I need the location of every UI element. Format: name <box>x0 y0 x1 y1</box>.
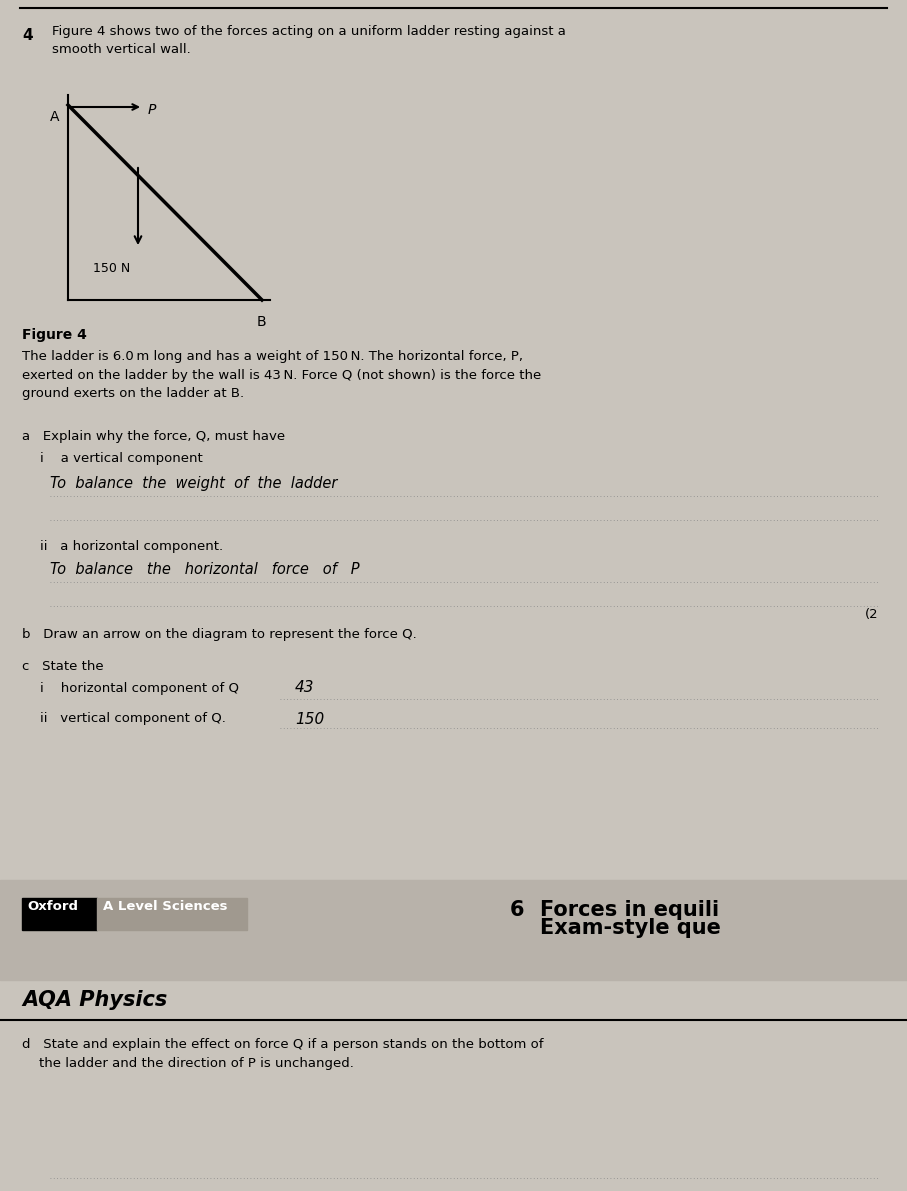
Text: i    horizontal component of Q: i horizontal component of Q <box>40 682 239 696</box>
Text: ii   vertical component of Q.: ii vertical component of Q. <box>40 712 226 725</box>
Text: d   State and explain the effect on force Q if a person stands on the bottom of
: d State and explain the effect on force … <box>22 1039 543 1070</box>
Text: (2: (2 <box>864 607 878 621</box>
Text: ii   a horizontal component.: ii a horizontal component. <box>40 540 223 553</box>
Text: Figure 4 shows two of the forces acting on a uniform ladder resting against a
sm: Figure 4 shows two of the forces acting … <box>52 25 566 56</box>
Text: AQA Physics: AQA Physics <box>22 990 167 1010</box>
Text: A: A <box>50 110 60 124</box>
Text: P: P <box>148 102 156 117</box>
Text: i    a vertical component: i a vertical component <box>40 453 203 464</box>
Text: 6: 6 <box>510 900 524 919</box>
Text: 43: 43 <box>295 680 315 696</box>
Text: A Level Sciences: A Level Sciences <box>103 900 228 913</box>
Text: Figure 4: Figure 4 <box>22 328 87 342</box>
Text: a   Explain why the force, Q, must have: a Explain why the force, Q, must have <box>22 430 285 443</box>
Text: Oxford: Oxford <box>27 900 78 913</box>
Text: To  balance   the   horizontal   force   of   P: To balance the horizontal force of P <box>50 562 359 576</box>
Text: Forces in equili: Forces in equili <box>540 900 719 919</box>
Text: 150: 150 <box>295 712 324 727</box>
Text: Exam-style que: Exam-style que <box>540 918 721 939</box>
Text: B: B <box>257 314 267 329</box>
Text: c   State the: c State the <box>22 660 103 673</box>
Text: 150 N: 150 N <box>93 262 131 275</box>
Text: To  balance  the  weight  of  the  ladder: To balance the weight of the ladder <box>50 476 337 491</box>
Text: 4: 4 <box>22 29 33 43</box>
Text: The ladder is 6.0 m long and has a weight of 150 N. The horizontal force, P,
exe: The ladder is 6.0 m long and has a weigh… <box>22 350 541 400</box>
Bar <box>0 880 907 980</box>
Bar <box>22 898 97 930</box>
Text: b   Draw an arrow on the diagram to represent the force Q.: b Draw an arrow on the diagram to repres… <box>22 628 416 641</box>
Bar <box>97 898 247 930</box>
